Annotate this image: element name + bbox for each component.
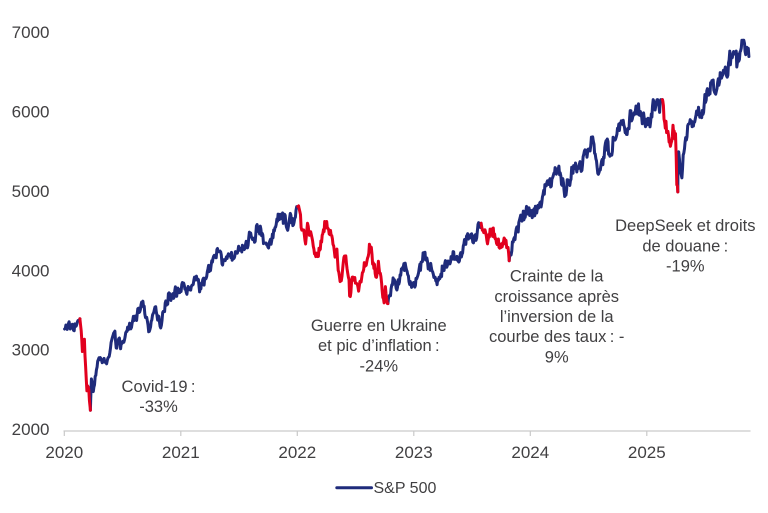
svg-text:S&P 500: S&P 500 (374, 480, 437, 497)
svg-text:de douane :: de douane : (642, 237, 728, 255)
svg-text:l’inversion de la: l’inversion de la (500, 308, 615, 326)
svg-text:2000: 2000 (12, 420, 50, 439)
svg-text:2023: 2023 (395, 443, 433, 462)
svg-text:2024: 2024 (511, 443, 549, 462)
svg-text:Covid-19 :: Covid-19 : (122, 378, 196, 396)
svg-text:-24%: -24% (360, 358, 399, 376)
svg-text:-19%: -19% (666, 258, 705, 276)
svg-text:DeepSeek et droits: DeepSeek et droits (615, 217, 755, 235)
svg-text:Crainte de la: Crainte de la (510, 268, 604, 286)
svg-text:7000: 7000 (12, 23, 50, 42)
svg-text:2021: 2021 (162, 443, 200, 462)
svg-text:et pic d’inflation :: et pic d’inflation : (318, 337, 440, 355)
svg-text:courbe des taux : -: courbe des taux : - (489, 328, 624, 346)
svg-text:2020: 2020 (45, 443, 83, 462)
svg-text:4000: 4000 (12, 261, 50, 280)
svg-text:6000: 6000 (12, 102, 50, 121)
svg-text:-33%: -33% (139, 398, 178, 416)
svg-text:2022: 2022 (278, 443, 316, 462)
svg-text:croissance après: croissance après (494, 288, 619, 306)
svg-text:9%: 9% (545, 348, 569, 366)
svg-text:3000: 3000 (12, 341, 50, 360)
svg-text:5000: 5000 (12, 182, 50, 201)
svg-text:Guerre en Ukraine: Guerre en Ukraine (311, 317, 447, 335)
svg-text:2025: 2025 (628, 443, 666, 462)
